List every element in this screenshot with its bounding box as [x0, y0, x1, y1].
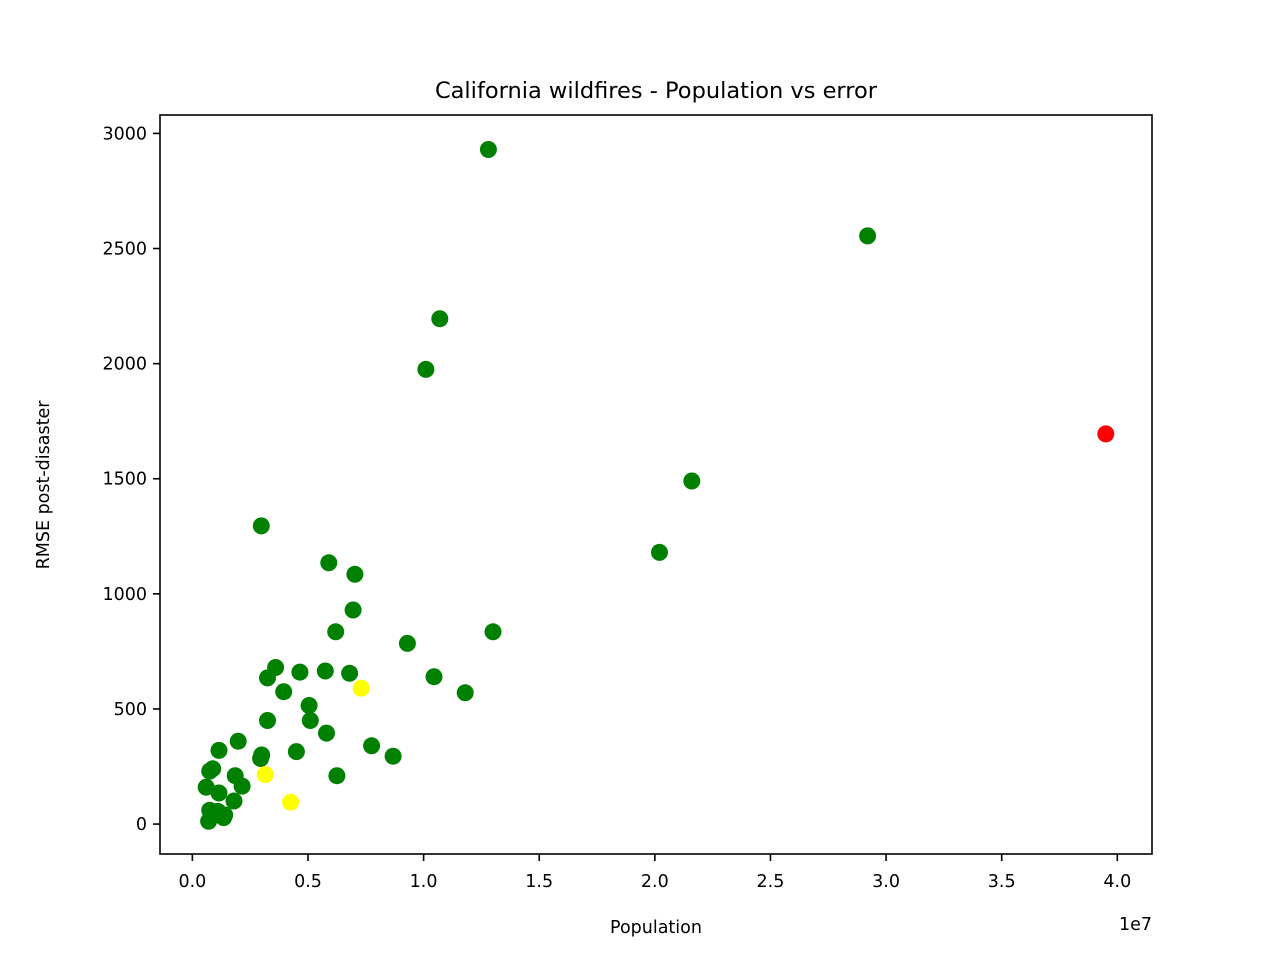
data-point-red	[1097, 425, 1115, 443]
data-point-green	[259, 669, 276, 687]
data-point-green	[431, 310, 449, 328]
data-point-green	[300, 697, 318, 714]
data-point-green	[344, 601, 362, 619]
data-point-green	[318, 724, 335, 742]
x-axis-ticks: 0.0 0.5 1.0 1.5 2.0 2.5 3.0 3.5 4.0	[178, 854, 1131, 892]
x-tick-label: 2.5	[757, 872, 785, 892]
x-tick-label: 3.5	[988, 872, 1016, 892]
data-point-green	[200, 812, 218, 830]
data-point-green	[316, 662, 334, 680]
data-point-yellow	[352, 679, 370, 697]
data-point-green	[859, 227, 877, 245]
y-axis-label: RMSE post-disaster	[34, 400, 54, 570]
x-tick-label: 0.5	[294, 872, 322, 892]
data-point-green	[233, 777, 251, 795]
data-point-green	[417, 360, 435, 378]
data-point-green	[425, 668, 443, 686]
plot-frame	[159, 114, 1153, 855]
data-point-yellow	[282, 793, 300, 811]
data-point-green	[229, 732, 247, 750]
x-tick-label: 4.0	[1103, 872, 1131, 892]
data-point-green	[398, 634, 416, 652]
x-tick-label: 1.5	[525, 872, 553, 892]
y-tick-label: 2000	[102, 355, 147, 375]
data-point-green	[363, 737, 381, 755]
x-axis-offset-label: 1e7	[1119, 915, 1152, 935]
data-point-green	[201, 762, 219, 780]
data-point-green	[651, 543, 668, 561]
data-point-green	[683, 472, 701, 490]
data-point-green	[252, 517, 270, 535]
y-tick-label: 1500	[102, 470, 147, 490]
data-point-green	[210, 741, 228, 759]
y-axis-ticks: 0 500 1000 1500 2000 2500 3000	[102, 124, 160, 835]
data-point-green	[384, 747, 402, 765]
data-point-yellow	[256, 766, 274, 784]
data-point-green	[225, 792, 243, 810]
data-point-green	[479, 141, 497, 158]
data-point-green	[210, 784, 228, 802]
x-tick-label: 1.0	[410, 872, 438, 892]
data-point-green	[291, 663, 309, 681]
data-point-green	[341, 664, 359, 682]
y-tick-label: 500	[114, 700, 147, 720]
data-point-green	[327, 623, 345, 641]
x-axis-label: Population	[610, 918, 702, 938]
data-point-green	[328, 767, 346, 785]
x-tick-label: 3.0	[872, 872, 900, 892]
y-tick-label: 0	[136, 815, 147, 835]
data-point-green	[197, 778, 215, 796]
data-point-green	[259, 712, 276, 729]
x-tick-label: 2.0	[641, 872, 669, 892]
data-point-green	[320, 554, 338, 572]
data-point-green	[275, 683, 293, 701]
data-point-green	[215, 809, 233, 827]
points-layer	[197, 141, 1115, 830]
data-point-green	[301, 712, 319, 729]
x-tick-label: 0.0	[178, 872, 206, 892]
y-tick-label: 1000	[102, 585, 147, 605]
data-point-green	[484, 623, 502, 641]
data-point-green	[287, 743, 305, 761]
data-point-green	[346, 565, 364, 583]
data-point-green	[252, 750, 270, 767]
chart-title: California wildfires - Population vs err…	[435, 78, 878, 104]
data-point-green	[456, 684, 474, 702]
y-tick-label: 2500	[102, 240, 147, 260]
y-tick-label: 3000	[102, 124, 147, 144]
